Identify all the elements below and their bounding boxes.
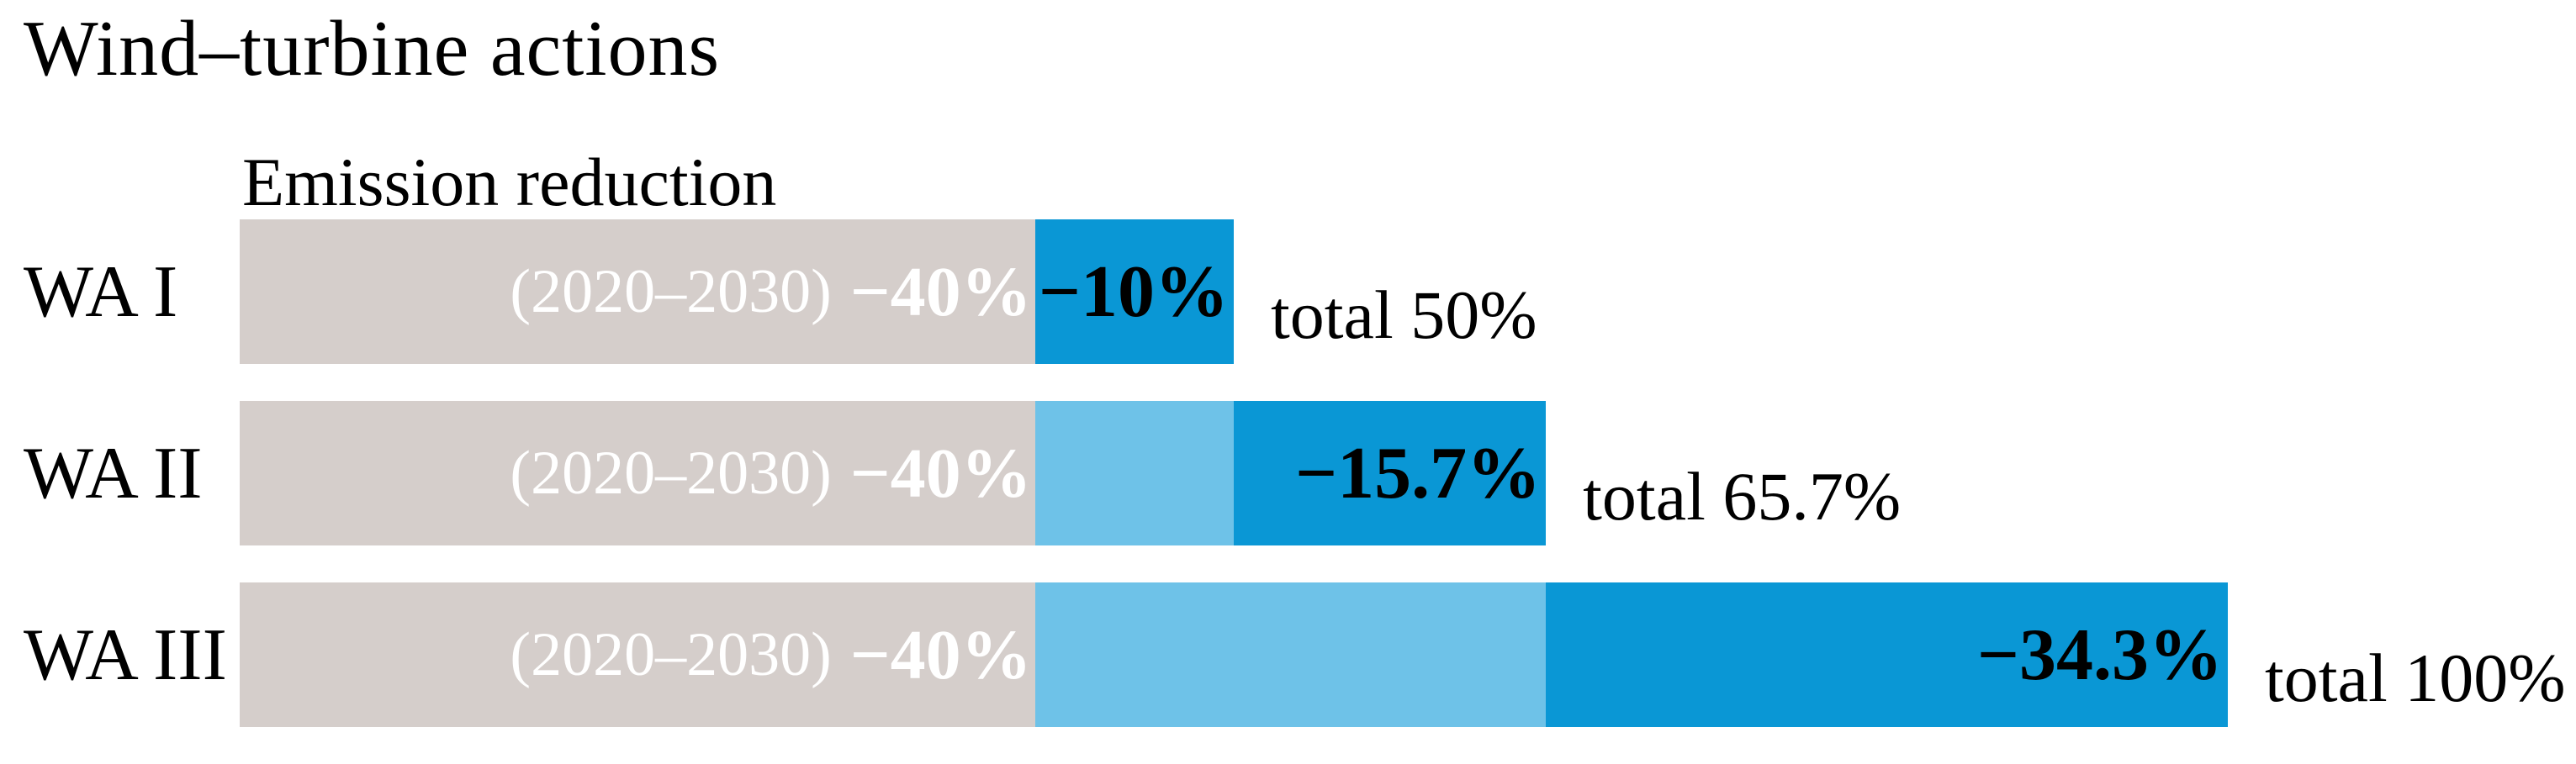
bar-row: WA II (2020–2030) −40% −15.7% total 65.7…: [0, 401, 2576, 545]
base-value-label: −40%: [849, 434, 1032, 513]
new-action-percent-label: −15.7%: [1294, 432, 1542, 514]
axis-title: Emission reduction: [242, 144, 777, 220]
new-action-percent-label: −34.3%: [1976, 614, 2223, 696]
base-value-label: −40%: [849, 252, 1032, 331]
base-value-label: −40%: [849, 615, 1032, 694]
bar-track: (2020–2030) −40% −10%: [240, 219, 1234, 364]
bar-rows-container: WA I (2020–2030) −40% −10% total 50% WA …: [0, 219, 2576, 764]
bar-row: WA III (2020–2030) −40% −34.3% total 100…: [0, 582, 2576, 727]
total-reduction-label: total 100%: [2264, 640, 2566, 716]
base-period-label: (2020–2030): [510, 619, 832, 689]
new-action-percent-label: −10%: [1038, 250, 1229, 333]
bar-row: WA I (2020–2030) −40% −10% total 50%: [0, 219, 2576, 364]
prior-actions-segment: [1034, 582, 1547, 727]
base-reduction-segment: (2020–2030) −40%: [240, 582, 1035, 727]
row-category-label: WA III: [24, 614, 227, 696]
bar-track: (2020–2030) −40% −15.7%: [240, 401, 1547, 545]
new-action-segment: −10%: [1034, 219, 1234, 364]
total-reduction-label: total 65.7%: [1583, 458, 1902, 535]
base-period-label: (2020–2030): [510, 256, 832, 326]
row-category-label: WA II: [24, 432, 203, 514]
new-action-segment: −15.7%: [1233, 401, 1547, 545]
base-reduction-segment: (2020–2030) −40%: [240, 219, 1035, 364]
base-period-label: (2020–2030): [510, 438, 832, 508]
bar-track: (2020–2030) −40% −34.3%: [240, 582, 2228, 727]
total-reduction-label: total 50%: [1270, 277, 1537, 353]
prior-actions-segment: [1034, 401, 1234, 545]
row-category-label: WA I: [24, 250, 178, 333]
chart-title: Wind–turbine actions: [24, 5, 721, 92]
new-action-segment: −34.3%: [1546, 582, 2228, 727]
base-reduction-segment: (2020–2030) −40%: [240, 401, 1035, 545]
